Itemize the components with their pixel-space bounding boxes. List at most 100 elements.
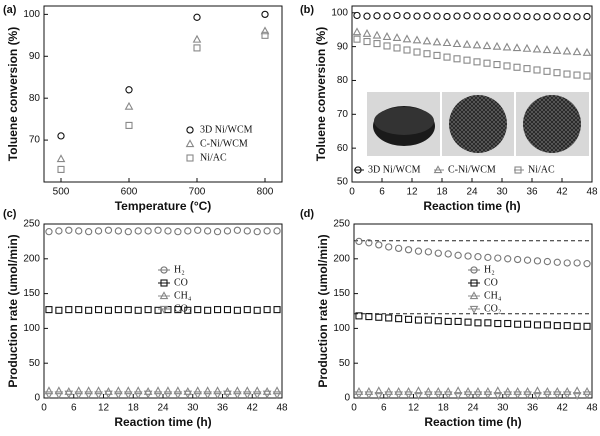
data-point bbox=[193, 44, 201, 52]
data-point bbox=[213, 391, 222, 400]
x-tick-label: 0 bbox=[349, 187, 355, 198]
data-point bbox=[385, 243, 393, 251]
data-point bbox=[543, 257, 552, 266]
data-point bbox=[424, 316, 432, 324]
data-point bbox=[493, 61, 501, 69]
x-tick-label: 500 bbox=[53, 187, 70, 198]
data-point bbox=[443, 53, 451, 61]
data-point bbox=[134, 306, 142, 314]
data-point bbox=[463, 12, 471, 20]
data-point bbox=[125, 86, 133, 94]
data-point bbox=[532, 44, 542, 53]
data-point bbox=[403, 12, 411, 20]
data-point bbox=[144, 227, 152, 235]
data-point bbox=[473, 58, 481, 66]
data-point bbox=[523, 391, 532, 400]
legend-marker bbox=[470, 279, 478, 287]
data-point bbox=[494, 319, 502, 328]
data-point bbox=[484, 253, 492, 262]
data-point bbox=[413, 48, 421, 56]
data-point bbox=[442, 38, 452, 47]
data-point bbox=[463, 56, 471, 64]
data-point bbox=[513, 386, 522, 395]
data-point bbox=[553, 258, 561, 266]
y-tick-label: 0 bbox=[34, 393, 40, 404]
data-point bbox=[204, 306, 212, 314]
data-point bbox=[133, 386, 143, 395]
data-point bbox=[413, 12, 421, 20]
data-point bbox=[56, 154, 66, 163]
data-point bbox=[164, 306, 172, 314]
data-point bbox=[223, 227, 232, 235]
y-tick-label: 100 bbox=[331, 7, 348, 18]
x-tick-label: 0 bbox=[351, 403, 357, 414]
data-point bbox=[362, 29, 372, 37]
data-point bbox=[533, 392, 542, 400]
data-point bbox=[364, 386, 374, 395]
data-point bbox=[363, 37, 371, 46]
data-point bbox=[533, 66, 541, 74]
data-point bbox=[504, 255, 512, 263]
data-point bbox=[144, 306, 152, 314]
data-point bbox=[552, 386, 562, 395]
data-point bbox=[402, 34, 412, 43]
data-point bbox=[84, 228, 93, 236]
x-axis-label: Reaction time (h) bbox=[423, 199, 520, 213]
x-tick-label: 12 bbox=[406, 187, 418, 198]
data-point bbox=[562, 46, 572, 55]
data-point bbox=[553, 322, 561, 330]
y-axis-label: Toluene conversion (%) bbox=[6, 27, 20, 161]
data-point bbox=[203, 227, 212, 235]
legend-marker bbox=[185, 139, 195, 148]
data-point bbox=[533, 257, 542, 265]
x-tick-label: 48 bbox=[276, 403, 288, 414]
data-point bbox=[473, 386, 483, 395]
data-point bbox=[433, 386, 443, 395]
data-point bbox=[164, 227, 172, 235]
legend-label: CO₂ bbox=[174, 303, 191, 314]
data-point bbox=[260, 26, 270, 35]
data-point bbox=[94, 227, 103, 235]
data-point bbox=[233, 306, 241, 314]
y-tick-label: 150 bbox=[333, 288, 350, 299]
data-point bbox=[104, 226, 113, 234]
data-point bbox=[75, 227, 83, 235]
data-point bbox=[543, 321, 551, 329]
x-tick-label: 24 bbox=[467, 403, 479, 414]
legend-label: Ni/AC bbox=[200, 152, 227, 163]
panel-label: (a) bbox=[3, 4, 17, 16]
data-point bbox=[223, 390, 232, 399]
legend-marker bbox=[469, 291, 479, 300]
data-point bbox=[474, 319, 482, 327]
x-tick-label: 48 bbox=[586, 403, 598, 414]
data-point bbox=[183, 390, 193, 399]
data-point bbox=[114, 227, 123, 235]
x-tick-label: 36 bbox=[526, 187, 538, 198]
data-point bbox=[153, 391, 163, 400]
data-point bbox=[163, 391, 173, 400]
x-tick-label: 800 bbox=[257, 187, 274, 198]
legend-label: H₂ bbox=[484, 264, 495, 275]
data-point bbox=[454, 317, 462, 325]
data-point bbox=[414, 247, 423, 255]
data-point bbox=[363, 12, 371, 20]
legend-marker bbox=[354, 166, 362, 174]
panel-label: (b) bbox=[300, 4, 314, 16]
x-tick-label: 18 bbox=[128, 403, 140, 414]
data-point bbox=[492, 41, 502, 50]
y-tick-label: 50 bbox=[29, 358, 41, 369]
y-tick-label: 100 bbox=[333, 323, 350, 334]
data-point bbox=[272, 391, 282, 400]
data-point bbox=[454, 251, 462, 259]
data-point bbox=[143, 390, 153, 399]
data-point bbox=[543, 12, 551, 21]
data-point bbox=[75, 306, 83, 314]
x-tick-label: 0 bbox=[41, 403, 47, 414]
legend-label: CH₄ bbox=[174, 290, 192, 301]
data-point bbox=[45, 228, 53, 236]
data-point bbox=[194, 226, 202, 234]
y-tick-label: 250 bbox=[333, 219, 350, 230]
legend-label: 3D Ni/WCM bbox=[368, 164, 421, 175]
data-point bbox=[472, 40, 482, 49]
